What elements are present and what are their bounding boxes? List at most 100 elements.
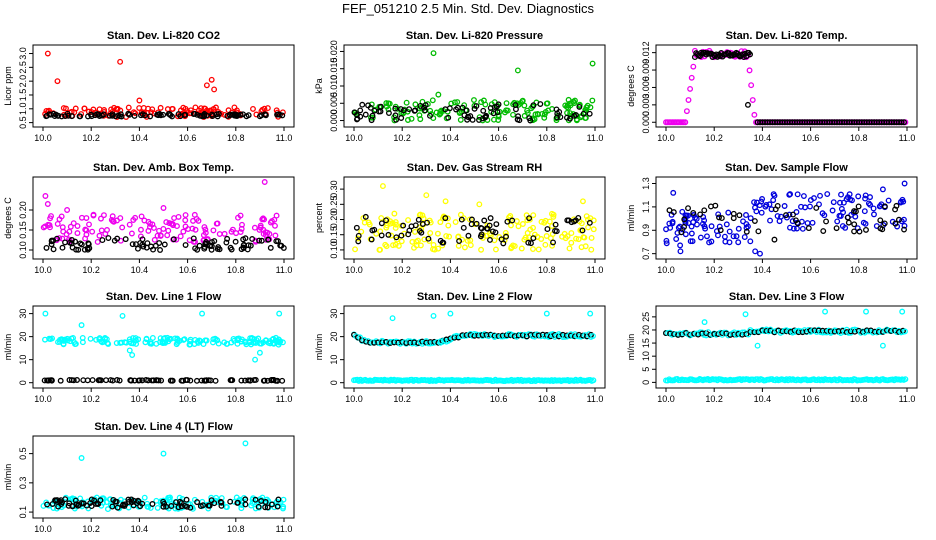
y-tick-label: 2.5 [18,61,28,74]
data-point [683,108,690,115]
plot-frame [32,305,295,389]
data-point [261,216,268,223]
data-point [104,227,110,233]
x-tick-label: 11.0 [899,265,916,275]
data-point [216,231,223,237]
data-point [794,225,800,232]
data-point [376,246,383,253]
data-point [483,112,490,119]
panel-rh: Stan. Dev. Gas Stream RH percent 10.0 10.2 1… [314,162,606,275]
y-axis-label: percent [314,202,324,233]
y-tick-label: 0.5 [18,447,28,460]
data-point [383,103,390,110]
data-point [233,230,239,237]
data-point [383,224,390,231]
x-tick-label: 10.2 [705,394,723,404]
data-point [816,201,822,208]
x-tick-label: 10.6 [802,133,820,143]
data-point [395,242,402,249]
data-point [844,194,851,201]
data-point [461,244,468,251]
data-point [223,239,230,246]
data-point [187,338,193,345]
data-point [73,246,80,253]
data-point [445,222,452,229]
data-point [542,217,549,224]
data-point [41,377,48,384]
data-point [112,113,119,120]
data-point [879,226,886,233]
data-point [754,342,761,349]
data-point [443,233,450,240]
data-point [789,218,796,225]
data-point [262,111,268,118]
data-point [513,218,520,225]
x-tick-label: 10.8 [850,265,868,275]
data-point [274,503,281,510]
x-tick-label: 10.4 [131,524,149,534]
x-tick-label: 10.4 [131,394,149,404]
data-point [114,377,121,383]
data-point [44,501,51,508]
data-point [63,105,69,112]
data-point [564,102,571,109]
data-point [715,211,722,218]
plot-frame [343,176,606,260]
data-point [460,224,467,231]
data-point [48,213,54,220]
data-point [429,97,436,104]
data-point [116,377,123,384]
data-point [242,377,249,384]
data-point [774,213,781,219]
data-point [478,225,485,232]
data-point [544,226,551,233]
data-point [833,225,840,232]
data-point [701,207,708,214]
data-point [268,377,275,384]
data-point [196,242,203,249]
data-point [267,219,274,226]
y-tick-label: 0.005 [329,92,339,115]
data-point [162,339,169,346]
data-point [89,228,96,235]
data-point [490,110,497,117]
data-point [248,502,255,509]
data-point [242,440,249,447]
data-point [400,222,407,229]
x-tick-label: 11.0 [899,394,916,404]
y-tick-label: 10 [329,355,339,365]
x-tick-label: 11.0 [276,265,293,275]
data-point [146,223,153,230]
data-point [418,229,425,236]
data-point [182,112,189,118]
data-point [387,220,394,227]
x-tick-label: 10.2 [393,394,411,404]
data-point [81,105,88,112]
data-point [743,224,750,231]
data-point [741,234,748,241]
data-point [355,238,362,245]
data-point [154,111,161,118]
data-point [493,103,500,110]
data-point [405,217,412,224]
data-point [44,112,50,119]
data-point [476,201,483,208]
data-point [690,63,697,70]
data-point [525,239,532,246]
data-point [437,338,444,345]
data-point [383,243,390,250]
data-point [717,227,724,234]
data-point [130,502,137,509]
data-point [771,192,778,199]
data-point [437,108,444,115]
data-point [170,236,177,243]
x-tick-label: 10.4 [442,394,460,404]
data-point [503,233,509,240]
x-tick-label: 10.0 [34,133,52,143]
data-point [143,244,150,251]
data-point [493,221,500,228]
y-tick-label: 0.020 [329,40,339,63]
data-point [478,246,485,253]
data-point [157,104,164,111]
y-axis-label: ml/min [3,464,13,491]
